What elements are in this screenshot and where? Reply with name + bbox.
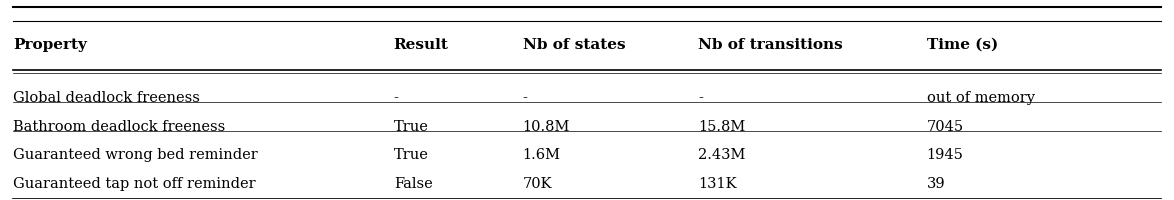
Text: False: False <box>393 177 432 191</box>
Text: 2.43M: 2.43M <box>699 148 745 162</box>
Text: Guaranteed wrong bed reminder: Guaranteed wrong bed reminder <box>13 148 258 162</box>
Text: Time (s): Time (s) <box>926 38 998 52</box>
Text: 1.6M: 1.6M <box>522 148 560 162</box>
Text: 7045: 7045 <box>926 120 964 134</box>
Text: Guaranteed tap not off reminder: Guaranteed tap not off reminder <box>13 177 256 191</box>
Text: 39: 39 <box>926 177 945 191</box>
Text: -: - <box>522 91 527 105</box>
Text: 131K: 131K <box>699 177 737 191</box>
Text: -: - <box>699 91 703 105</box>
Text: 15.8M: 15.8M <box>699 120 745 134</box>
Text: Result: Result <box>393 38 448 52</box>
Text: True: True <box>393 148 429 162</box>
Text: -: - <box>393 91 399 105</box>
Text: Bathroom deadlock freeness: Bathroom deadlock freeness <box>13 120 225 134</box>
Text: 1945: 1945 <box>926 148 964 162</box>
Text: Nb of transitions: Nb of transitions <box>699 38 843 52</box>
Text: Nb of states: Nb of states <box>522 38 626 52</box>
Text: True: True <box>393 120 429 134</box>
Text: 70K: 70K <box>522 177 552 191</box>
Text: 10.8M: 10.8M <box>522 120 569 134</box>
Text: out of memory: out of memory <box>926 91 1034 105</box>
Text: Global deadlock freeness: Global deadlock freeness <box>13 91 200 105</box>
Text: Property: Property <box>13 38 87 52</box>
